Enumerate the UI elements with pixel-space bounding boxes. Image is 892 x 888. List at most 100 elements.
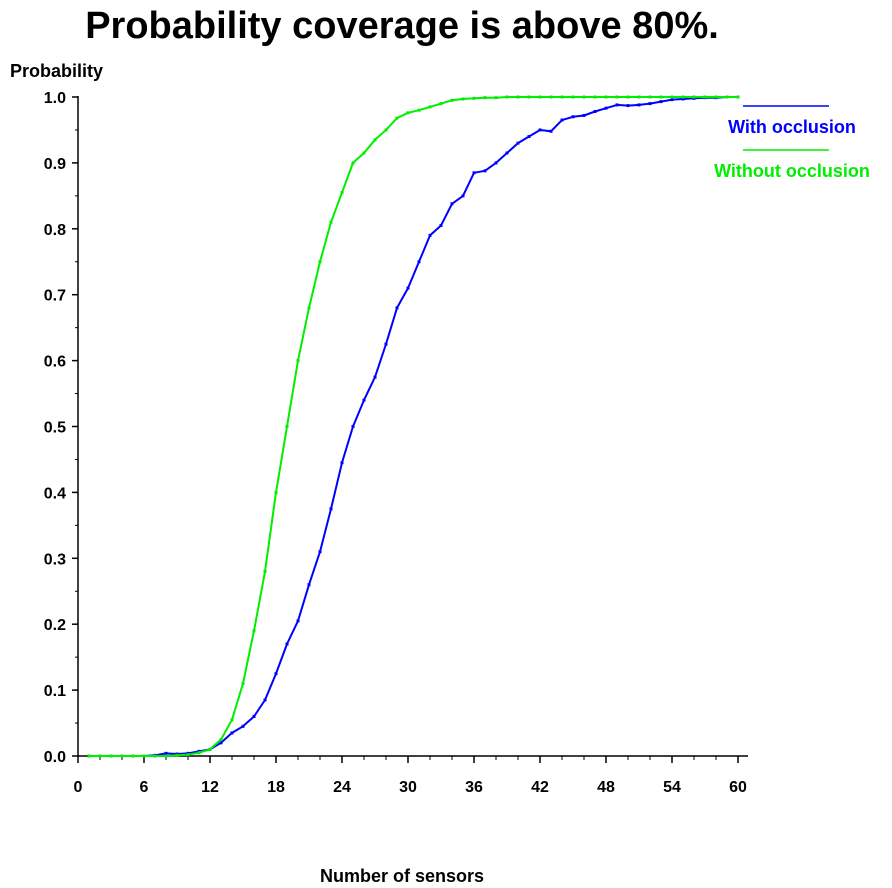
x-tick-label: 12 (201, 779, 219, 796)
data-point (714, 95, 718, 99)
series-line-0 (89, 96, 738, 757)
data-point (296, 359, 300, 363)
data-point (472, 96, 476, 100)
data-point (406, 286, 410, 290)
x-tick-label: 18 (267, 779, 285, 796)
data-point (494, 96, 498, 100)
data-point (241, 682, 245, 686)
data-point (604, 106, 608, 110)
data-point (164, 754, 168, 758)
data-point (439, 224, 443, 228)
data-point (615, 103, 619, 107)
data-point (186, 753, 190, 757)
data-point (98, 754, 102, 758)
data-point (197, 751, 201, 755)
data-point (417, 108, 421, 112)
data-point (571, 115, 575, 119)
y-axis-label: Probability (10, 61, 103, 81)
data-point (659, 100, 663, 104)
data-point (670, 98, 674, 102)
data-point (670, 95, 674, 99)
data-point (637, 95, 641, 99)
legend-label: With occlusion (728, 117, 856, 137)
data-point (329, 220, 333, 224)
series-layer (87, 95, 740, 758)
data-point (516, 95, 520, 99)
data-point (406, 111, 410, 115)
data-point (219, 738, 223, 742)
series-line-1 (89, 96, 738, 757)
data-point (703, 95, 707, 99)
x-tick-label: 36 (465, 779, 483, 796)
chart-title: Probability coverage is above 80%. (85, 5, 719, 47)
data-point (450, 202, 454, 206)
y-tick-label: 0.6 (44, 354, 66, 371)
data-point (340, 191, 344, 195)
data-point (637, 103, 641, 107)
data-point (582, 113, 586, 117)
x-tick-label: 24 (333, 779, 351, 796)
data-point (252, 629, 256, 633)
data-point (318, 550, 322, 554)
data-point (549, 129, 553, 133)
axes (77, 96, 748, 757)
data-point (373, 138, 377, 142)
data-point (175, 753, 179, 757)
data-point (340, 461, 344, 465)
y-tick-label: 0.1 (44, 683, 66, 700)
y-tick-label: 0.7 (44, 288, 66, 305)
data-point (439, 102, 443, 106)
y-tick-label: 0.0 (44, 749, 66, 766)
data-point (252, 714, 256, 718)
data-point (505, 151, 509, 155)
data-point (362, 151, 366, 155)
data-point (351, 161, 355, 165)
data-point (593, 95, 597, 99)
data-point (395, 116, 399, 120)
data-point (527, 95, 531, 99)
x-tick-label: 48 (597, 779, 615, 796)
data-point (208, 747, 212, 751)
y-tick-label: 0.5 (44, 420, 66, 437)
data-point (582, 95, 586, 99)
data-point (153, 754, 157, 758)
x-tick-label: 60 (729, 779, 747, 796)
x-tick-label: 54 (663, 779, 681, 796)
data-point (274, 490, 278, 494)
data-point (648, 102, 652, 106)
data-point (263, 569, 267, 573)
data-point (395, 306, 399, 310)
data-point (263, 698, 267, 702)
y-tick-label: 0.2 (44, 617, 66, 634)
data-point (692, 95, 696, 99)
data-point (241, 724, 245, 728)
legend-label: Without occlusion (714, 161, 870, 181)
data-point (428, 105, 432, 109)
data-point (450, 98, 454, 102)
data-point (362, 398, 366, 402)
data-point (142, 754, 146, 758)
data-point (87, 754, 91, 758)
x-ticks: 0 6 12 18 24 30 36 42 48 54 60 (74, 756, 747, 796)
data-point (549, 95, 553, 99)
data-point (527, 135, 531, 139)
data-point (615, 95, 619, 99)
data-point (472, 171, 476, 175)
data-point (494, 161, 498, 165)
data-point (131, 754, 135, 758)
y-ticks: 0.0 0.1 0.2 0.3 0.4 0.5 0.6 0.7 0.8 0.9 1.0 (44, 90, 78, 766)
legend: With occlusion Without occlusion (714, 105, 870, 181)
data-point (230, 718, 234, 722)
data-point (461, 97, 465, 101)
data-point (538, 95, 542, 99)
data-point (230, 731, 234, 735)
data-point (120, 754, 124, 758)
data-point (461, 194, 465, 198)
data-point (648, 95, 652, 99)
data-point (307, 583, 311, 587)
data-point (560, 95, 564, 99)
y-tick-label: 0.3 (44, 551, 66, 568)
y-tick-label: 0.9 (44, 156, 66, 173)
data-point (538, 128, 542, 132)
